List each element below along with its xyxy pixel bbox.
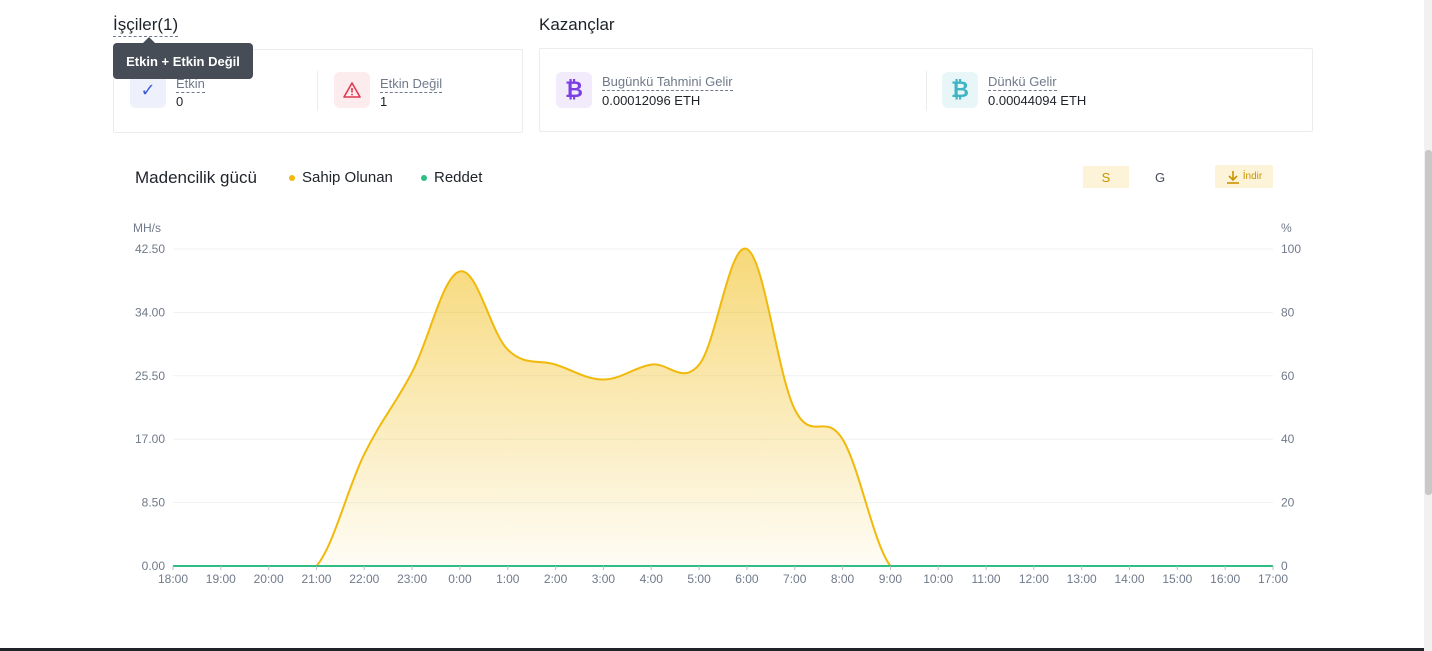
bitcoin-icon: ₿: [556, 72, 592, 108]
x-tick-label: 13:00: [1067, 572, 1097, 586]
divider: [926, 71, 927, 111]
x-tick-label: 16:00: [1210, 572, 1240, 586]
y-left-tick-label: 17.00: [135, 432, 165, 446]
axes: 0.00 8.50 17.00 25.50 34.00 42.50 0 20 40 60 80 100…: [133, 221, 1301, 586]
download-icon: [1226, 170, 1239, 184]
warning-icon: [334, 72, 370, 108]
y-left-tick-label: 8.50: [142, 496, 166, 510]
x-tick-label: 22:00: [349, 572, 379, 586]
y-left-tick-label: 0.00: [142, 559, 166, 573]
legend-dot-owned: [289, 175, 295, 181]
legend-owned[interactable]: Sahip Olunan: [289, 167, 393, 189]
today-estimated-income-label[interactable]: Bugünkü Tahmini Gelir: [602, 74, 733, 91]
chart-title: Madencilik gücü: [135, 168, 257, 187]
y-left-tick-label: 25.50: [135, 369, 165, 383]
x-tick-label: 5:00: [687, 572, 711, 586]
bitcoin-icon: ₿: [942, 72, 978, 108]
x-tick-label: 21:00: [301, 572, 331, 586]
y-right-tick-label: 40: [1281, 432, 1295, 446]
x-tick-label: 12:00: [1019, 572, 1049, 586]
scrollbar-thumb[interactable]: [1425, 150, 1432, 495]
y-left-axis-label: MH/s: [133, 221, 161, 235]
range-s-button[interactable]: S: [1083, 166, 1129, 188]
y-right-axis-label: %: [1281, 221, 1292, 235]
y-right-tick-label: 60: [1281, 369, 1295, 383]
legend-reject[interactable]: Reddet: [421, 167, 482, 189]
x-tick-label: 7:00: [783, 572, 807, 586]
y-right-tick-label: 80: [1281, 305, 1295, 319]
workers-tooltip: Etkin + Etkin Değil: [113, 43, 253, 79]
x-tick-label: 1:00: [496, 572, 520, 586]
owned-area: [173, 248, 1273, 566]
y-right-tick-label: 0: [1281, 559, 1288, 573]
x-tick-label: 2:00: [544, 572, 568, 586]
yesterday-income-value: 0.00044094 ETH: [988, 93, 1087, 108]
x-tick-label: 3:00: [592, 572, 616, 586]
x-tick-label: 17:00: [1258, 572, 1288, 586]
x-tick-label: 10:00: [923, 572, 953, 586]
x-tick-label: 9:00: [879, 572, 903, 586]
x-tick-label: 15:00: [1162, 572, 1192, 586]
today-estimated-income-value: 0.00012096 ETH: [602, 93, 701, 108]
legend-owned-label: Sahip Olunan: [302, 169, 393, 186]
download-label: İndir: [1242, 171, 1263, 182]
yesterday-income-label[interactable]: Dünkü Gelir: [988, 74, 1057, 91]
x-tick-label: 20:00: [254, 572, 284, 586]
download-button[interactable]: İndir: [1215, 165, 1273, 188]
y-left-tick-label: 42.50: [135, 242, 165, 256]
active-workers-label[interactable]: Etkin: [176, 76, 205, 93]
y-right-tick-label: 100: [1281, 242, 1301, 256]
earnings-title: Kazançlar: [539, 15, 615, 34]
divider: [317, 71, 318, 111]
workers-title[interactable]: İşçiler(1): [113, 14, 179, 37]
x-tick-label: 6:00: [735, 572, 759, 586]
tooltip-arrow: [143, 37, 155, 43]
x-tick-label: 11:00: [971, 572, 1000, 586]
x-tick-label: 14:00: [1115, 572, 1145, 586]
range-g-button[interactable]: G: [1154, 169, 1166, 185]
legend-reject-label: Reddet: [434, 169, 483, 186]
active-workers-value: 0: [176, 94, 184, 109]
earnings-card: ₿ Bugünkü Tahmini Gelir 0.00012096 ETH ₿…: [539, 48, 1313, 132]
inactive-workers-label[interactable]: Etkin Değil: [380, 76, 443, 93]
inactive-workers-value: 1: [380, 94, 388, 109]
x-tick-label: 4:00: [640, 572, 664, 586]
y-left-tick-label: 34.00: [135, 305, 165, 319]
x-tick-label: 18:00: [158, 572, 188, 586]
area-layer: [172, 247, 1273, 568]
bottom-divider: [0, 648, 1424, 651]
y-right-tick-label: 20: [1281, 496, 1295, 510]
x-tick-label: 23:00: [397, 572, 427, 586]
x-tick-label: 8:00: [831, 572, 855, 586]
x-tick-label: 0:00: [448, 572, 472, 586]
legend-dot-reject: [421, 175, 427, 181]
x-tick-label: 19:00: [206, 572, 236, 586]
